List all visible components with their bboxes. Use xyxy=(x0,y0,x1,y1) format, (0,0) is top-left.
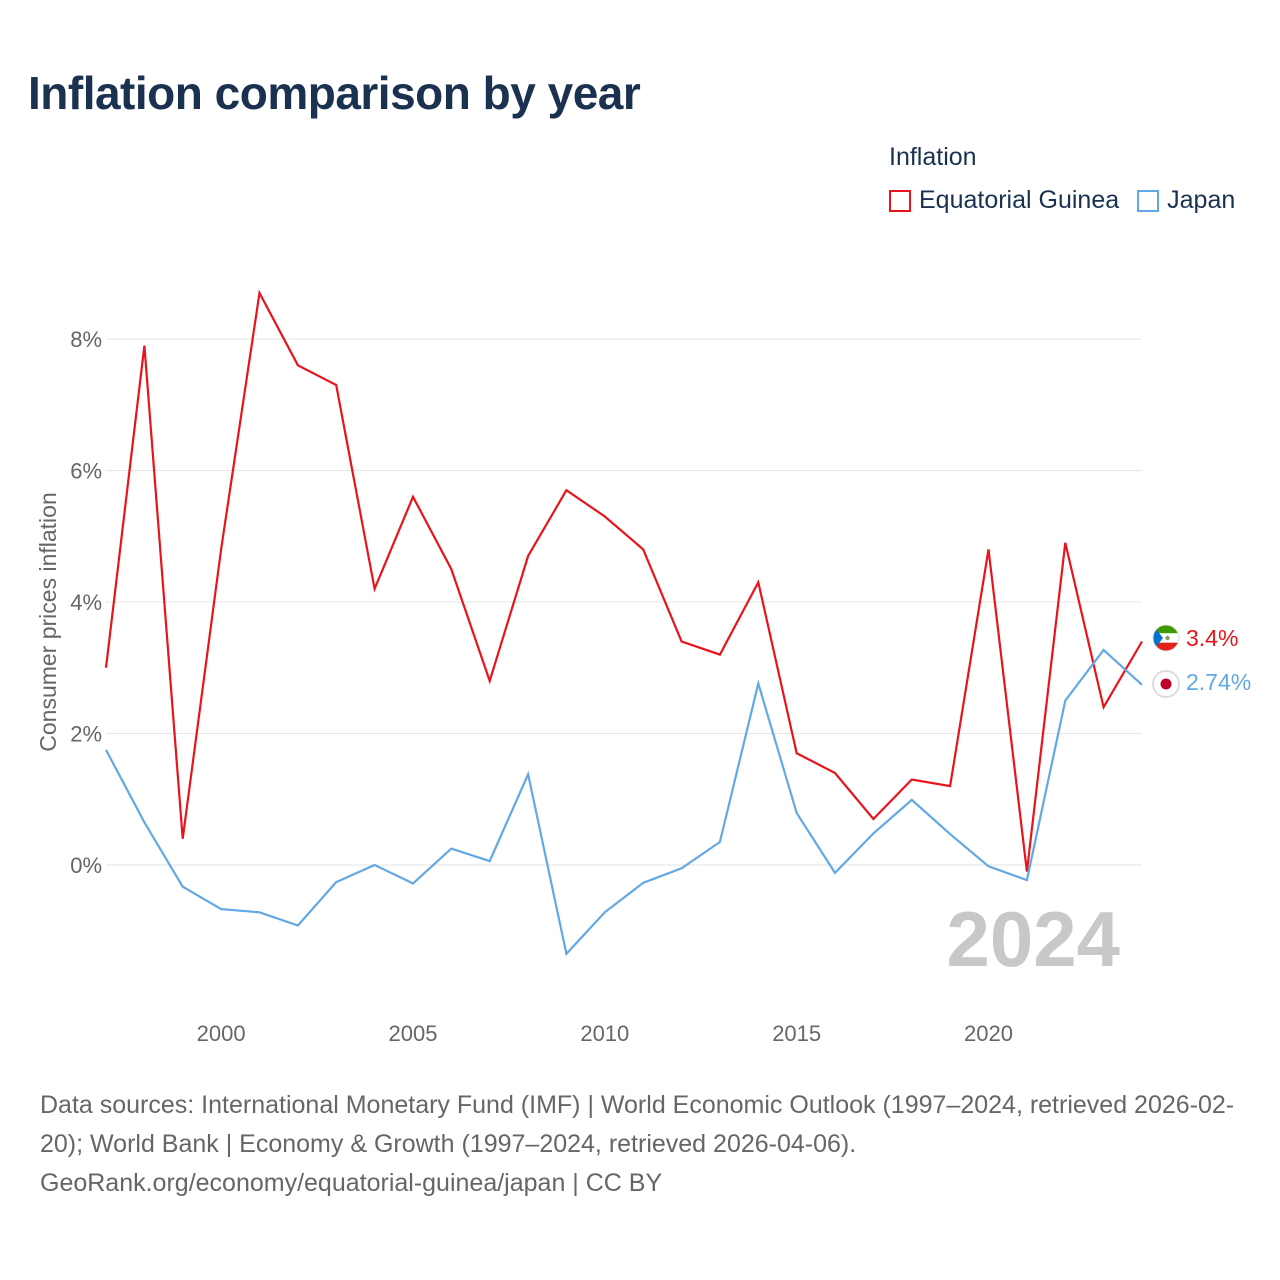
source-url-text: GeoRank.org/economy/equatorial-guinea/ja… xyxy=(40,1169,663,1197)
legend: Equatorial Guinea Japan xyxy=(889,186,1253,215)
y-tick-label: 0% xyxy=(70,853,102,878)
series-lines xyxy=(104,289,1143,957)
footer: Data sources: International Monetary Fun… xyxy=(40,1086,1250,1203)
x-tick-label: 2020 xyxy=(964,1021,1013,1046)
chart-title: Inflation comparison by year xyxy=(28,67,641,119)
grid-lines xyxy=(106,338,1142,866)
legend-label-equatorial-guinea: Equatorial Guinea xyxy=(919,186,1120,214)
legend-item-equatorial-guinea[interactable]: Equatorial Guinea xyxy=(889,186,1119,215)
x-tick-label: 2005 xyxy=(388,1021,437,1046)
x-tick-label: 2015 xyxy=(772,1021,821,1046)
flag-japan-icon xyxy=(1152,670,1180,698)
data-sources-text: Data sources: International Monetary Fun… xyxy=(40,1091,1235,1158)
y-tick-label: 6% xyxy=(70,459,102,484)
x-axis-ticks: 2000 2005 2010 2015 2020 xyxy=(197,1021,1013,1046)
legend-title: Inflation xyxy=(889,143,977,171)
x-tick-label: 2000 xyxy=(197,1021,246,1046)
series-line-japan[interactable] xyxy=(105,648,1143,957)
line-chart: 0% 2% 4% 6% 8% 2000 2005 2010 2015 2020 Consumer… xyxy=(35,289,1251,1046)
y-tick-label: 8% xyxy=(70,327,102,352)
y-axis-title: Consumer prices inflation xyxy=(35,492,61,752)
y-tick-label: 2% xyxy=(70,722,102,747)
end-label-equatorial-guinea: 3.4% xyxy=(1186,625,1238,651)
y-tick-label: 4% xyxy=(70,590,102,615)
legend-item-japan[interactable]: Japan xyxy=(1137,186,1235,215)
flag-equatorial-guinea-icon xyxy=(1152,624,1180,652)
year-watermark: 2024 xyxy=(946,895,1120,983)
legend-swatch-equatorial-guinea xyxy=(889,189,911,212)
end-label-japan: 2.74% xyxy=(1186,669,1251,695)
legend-label-japan: Japan xyxy=(1167,186,1236,214)
end-markers: 3.4% 2.74% xyxy=(1152,624,1251,698)
series-line-equatorial-guinea[interactable] xyxy=(104,289,1143,872)
x-tick-label: 2010 xyxy=(580,1021,629,1046)
legend-swatch-japan xyxy=(1137,189,1160,212)
y-axis-ticks: 0% 2% 4% 6% 8% xyxy=(70,327,102,878)
